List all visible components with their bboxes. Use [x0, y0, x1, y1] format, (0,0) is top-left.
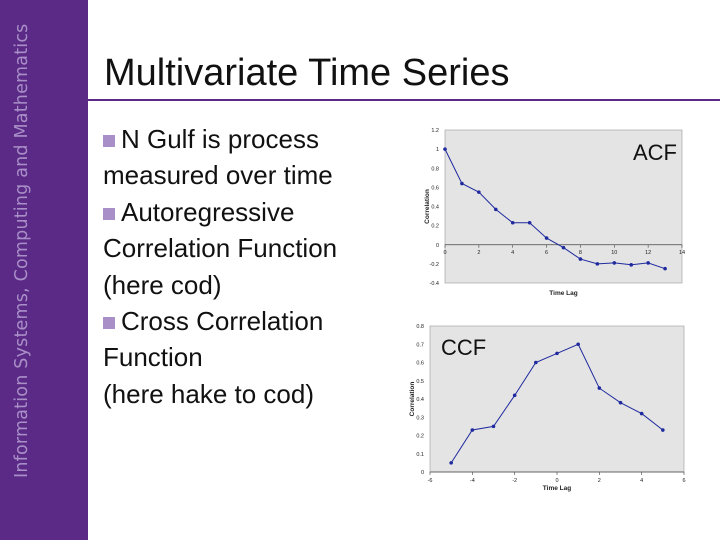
y-tick-label: -0.2: [430, 262, 439, 268]
data-point: [477, 190, 481, 194]
y-tick-label: 0.3: [416, 415, 424, 421]
y-tick-label: 0.8: [416, 324, 424, 330]
x-tick-label: 0: [555, 478, 558, 484]
data-point: [629, 263, 634, 267]
bullet-text: N Gulf is process: [121, 124, 319, 154]
data-point: [576, 342, 580, 347]
sidebar: Information Systems, Computing and Mathe…: [0, 0, 88, 540]
plot-area: [444, 129, 683, 284]
x-tick-label: 4: [511, 250, 514, 256]
acf-chart-label: ACF: [633, 140, 677, 165]
y-tick-label: 0.4: [416, 397, 424, 403]
bullet-list: N Gulf is process measured over time Aut…: [103, 121, 403, 412]
y-tick-label: 0.1: [416, 452, 424, 458]
ccf-chart-label: CCF: [441, 335, 487, 360]
y-tick-label: 0.6: [416, 361, 424, 367]
x-tick-label: 2: [477, 250, 480, 256]
y-tick-label: 1: [436, 147, 439, 153]
x-tick-label: 14: [679, 250, 685, 256]
x-axis-title: Time Lag: [549, 290, 577, 297]
data-point: [646, 261, 650, 265]
data-point: [561, 245, 566, 250]
y-axis-title: Correlation: [409, 382, 416, 417]
sidebar-caption: Information Systems, Computing and Mathe…: [12, 23, 32, 478]
bullet-1-line-1: N Gulf is process: [103, 121, 403, 157]
y-tick-label: 0.5: [416, 379, 424, 385]
x-tick-label: 12: [645, 250, 651, 256]
x-axis-title: Time Lag: [543, 485, 571, 492]
y-tick-label: 0.4: [431, 205, 439, 211]
x-tick-label: 8: [579, 250, 582, 256]
y-tick-label: -0.4: [430, 281, 439, 287]
data-point: [443, 147, 447, 151]
data-point: [597, 386, 602, 390]
data-point: [512, 393, 517, 398]
y-tick-label: 0: [436, 243, 439, 249]
acf-chart: -0.4 -0.2 0 0.2 0.4 0.6 0.8 1 1.2 0 2 4 6 8 10 12 14 Time…: [424, 128, 685, 297]
x-tick-label: 0: [443, 250, 446, 256]
bullet-square-icon: [103, 317, 115, 330]
data-point: [493, 207, 498, 212]
y-tick-label: 0.6: [431, 185, 439, 191]
bullet-3-line-1: Cross Correlation: [103, 303, 403, 339]
bullet-3-line-2: Function: [103, 342, 203, 373]
ccf-chart: 0 0.1 0.2 0.3 0.4 0.5 0.6 0.7 0.8 -6 -4 -2 0 2 4 6 Time …: [409, 324, 686, 492]
x-tick-label: -6: [428, 478, 433, 484]
data-point: [639, 411, 644, 416]
bullet-square-icon: [103, 207, 115, 220]
bullet-text: Autoregressive: [121, 196, 295, 227]
data-point: [460, 181, 464, 186]
bullet-2-line-3: (here cod): [103, 269, 222, 300]
data-point: [544, 236, 549, 240]
data-point: [612, 261, 617, 265]
x-tick-label: 6: [682, 478, 685, 484]
data-point: [663, 266, 667, 271]
data-point: [595, 262, 600, 266]
data-point: [491, 424, 496, 429]
data-point: [510, 220, 515, 225]
x-tick-label: 10: [611, 250, 617, 256]
y-tick-label: 0.8: [431, 166, 439, 172]
data-point: [578, 257, 583, 261]
x-tick-label: 4: [640, 478, 643, 484]
x-tick-label: 2: [598, 478, 601, 484]
bullet-2-line-1: Autoregressive: [103, 194, 403, 230]
data-point: [618, 400, 623, 405]
title-rule: [88, 99, 720, 101]
data-point: [449, 461, 453, 465]
bullet-text: Cross Correlation: [121, 306, 324, 337]
y-axis-title: Correlation: [424, 189, 431, 224]
series-line: [444, 148, 666, 270]
data-point: [555, 351, 559, 356]
data-point: [661, 428, 665, 432]
x-tick-label: -4: [470, 478, 475, 484]
plot-area: [429, 325, 685, 473]
bullet-1-line-2: measured over time: [103, 160, 333, 191]
data-point: [527, 220, 532, 225]
x-tick-label: -2: [512, 478, 517, 484]
data-point: [534, 360, 538, 365]
y-tick-label: 0.2: [431, 224, 439, 230]
bullet-2-line-2: Correlation Function: [103, 233, 338, 264]
data-point: [470, 428, 475, 432]
bullet-square-icon: [103, 135, 115, 147]
y-tick-label: 1.2: [431, 128, 439, 134]
slide-title: Multivariate Time Series: [104, 52, 510, 94]
x-tick-label: 6: [545, 250, 548, 256]
y-tick-label: 0: [421, 470, 424, 476]
bullet-3-line-3: (here hake to cod): [103, 378, 315, 409]
y-tick-label: 0.2: [416, 434, 424, 440]
y-tick-label: 0.7: [416, 342, 424, 348]
